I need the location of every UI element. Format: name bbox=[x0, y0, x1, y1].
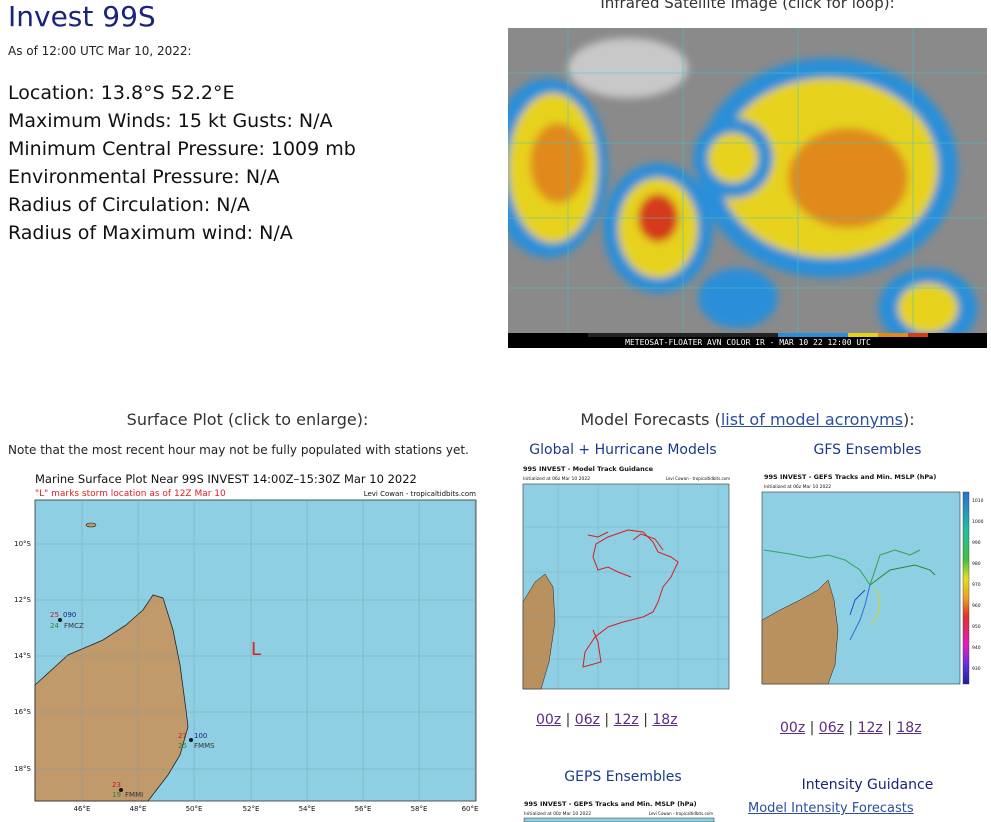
geps-ensembles-title: GEPS Ensembles bbox=[564, 769, 682, 785]
global-plot-title: 99S INVEST - Model Track Guidance bbox=[523, 465, 654, 473]
global-run-links: 00z | 06z | 12z | 18z bbox=[536, 712, 678, 728]
gfs-run-links: 00z | 06z | 12z | 18z bbox=[780, 720, 922, 736]
surface-plot-title: Marine Surface Plot Near 99S INVEST 14:0… bbox=[35, 472, 417, 486]
station-temp: 25 bbox=[50, 611, 59, 619]
run-link-18z[interactable]: 18z bbox=[896, 720, 922, 736]
storm-radius-max-wind: Radius of Maximum wind: N/A bbox=[8, 222, 293, 244]
lon-label: 58°E bbox=[411, 805, 428, 813]
gefs-scale-label: 930 bbox=[972, 666, 981, 672]
lat-label: 16°S bbox=[14, 708, 31, 716]
geps-plot-init: Initialized at 00z Mar 10 2022 bbox=[524, 811, 591, 817]
station-temp: 27 bbox=[178, 732, 187, 740]
station-dew: 24 bbox=[50, 622, 59, 630]
lat-label: 12°S bbox=[14, 596, 31, 604]
run-link-06z[interactable]: 06z bbox=[818, 720, 844, 736]
gefs-scale-label: 1000 bbox=[972, 519, 984, 525]
run-separator: | bbox=[604, 712, 610, 728]
storm-env-pressure: Environmental Pressure: N/A bbox=[8, 166, 280, 188]
station-pressure: 100 bbox=[194, 732, 207, 740]
satellite-image[interactable]: METEOSAT-FLOATER AVN COLOR IR - MAR 10 2… bbox=[508, 28, 987, 348]
surface-plot-credit: Levi Cowan - tropicaltidbits.com bbox=[364, 490, 476, 498]
gefs-scale-label: 1010 bbox=[972, 498, 984, 504]
global-models-title: Global + Hurricane Models bbox=[529, 442, 717, 458]
model-forecasts-heading-prefix: Model Forecasts ( bbox=[580, 410, 721, 429]
run-link-12z[interactable]: 12z bbox=[613, 712, 639, 728]
gefs-scale-label: 970 bbox=[972, 582, 981, 588]
run-separator: | bbox=[809, 720, 815, 736]
gefs-scale-label: 960 bbox=[972, 603, 981, 609]
madagascar-landmass bbox=[522, 573, 556, 690]
satellite-caption: METEOSAT-FLOATER AVN COLOR IR - MAR 10 2… bbox=[625, 338, 871, 347]
run-link-00z[interactable]: 00z bbox=[536, 712, 562, 728]
run-separator: | bbox=[565, 712, 571, 728]
geps-plot-credit: Levi Cowan - tropicaltidbits.com bbox=[649, 811, 713, 816]
gefs-scale-label: 980 bbox=[972, 561, 981, 567]
gefs-scale-label: 950 bbox=[972, 624, 981, 630]
storm-radius-circulation: Radius of Circulation: N/A bbox=[8, 194, 250, 216]
run-link-18z[interactable]: 18z bbox=[652, 712, 678, 728]
station-dew: 25 bbox=[178, 742, 187, 750]
gfs-ensembles-plot[interactable]: 99S INVEST - GEFS Tracks and Min. MSLP (… bbox=[750, 470, 988, 690]
satellite-heading: Infrared Satellite Image (click for loop… bbox=[600, 0, 895, 12]
lon-label: 56°E bbox=[355, 805, 372, 813]
gfs-plot-title: 99S INVEST - GEFS Tracks and Min. MSLP (… bbox=[764, 473, 936, 481]
run-link-00z[interactable]: 00z bbox=[780, 720, 806, 736]
gefs-scale-label: 940 bbox=[972, 645, 981, 651]
station-id: FMMS bbox=[194, 742, 215, 750]
surface-note: Note that the most recent hour may not b… bbox=[8, 443, 469, 457]
lon-label: 60°E bbox=[462, 805, 479, 813]
station-id: FMMI bbox=[125, 791, 143, 799]
lon-label: 52°E bbox=[243, 805, 260, 813]
run-link-06z[interactable]: 06z bbox=[574, 712, 600, 728]
model-intensity-forecasts-link[interactable]: Model Intensity Forecasts bbox=[748, 801, 914, 816]
lon-label: 48°E bbox=[130, 805, 147, 813]
global-plot-credit: Levi Cowan - tropicaltidbits.com bbox=[666, 476, 730, 481]
storm-min-pressure: Minimum Central Pressure: 1009 mb bbox=[8, 138, 356, 160]
geps-ensembles-plot[interactable]: 99S INVEST - GEPS Tracks and Min. MSLP (… bbox=[518, 797, 718, 822]
surface-plot-image[interactable]: Marine Surface Plot Near 99S INVEST 14:0… bbox=[8, 465, 488, 822]
lon-label: 46°E bbox=[74, 805, 91, 813]
storm-max-winds: Maximum Winds: 15 kt Gusts: N/A bbox=[8, 110, 333, 132]
storm-location-marker: L bbox=[251, 639, 261, 660]
gfs-plot-init: Initialized at 06z Mar 10 2022 bbox=[764, 484, 831, 490]
as-of-timestamp: As of 12:00 UTC Mar 10, 2022: bbox=[8, 44, 192, 58]
lat-label: 18°S bbox=[14, 765, 31, 773]
surface-plot-subtitle: "L" marks storm location as of 12Z Mar 1… bbox=[35, 489, 226, 499]
global-plot-init: Initialized at 06z Mar 10 2022 bbox=[523, 476, 590, 482]
lon-label: 50°E bbox=[186, 805, 203, 813]
model-forecasts-heading: Model Forecasts (list of model acronyms)… bbox=[508, 410, 987, 429]
station-pressure: 090 bbox=[63, 611, 76, 619]
page-title: Invest 99S bbox=[8, 0, 156, 33]
run-separator: | bbox=[643, 712, 648, 728]
madagascar-landmass bbox=[34, 594, 189, 802]
station-id: FMCZ bbox=[64, 622, 84, 630]
gefs-scale-label: 990 bbox=[972, 540, 981, 546]
geps-plot-title: 99S INVEST - GEPS Tracks and Min. MSLP (… bbox=[524, 800, 697, 808]
model-forecasts-heading-suffix: ): bbox=[903, 410, 915, 429]
lon-label: 54°E bbox=[299, 805, 316, 813]
lat-label: 14°S bbox=[14, 652, 31, 660]
lat-label: 10°S bbox=[14, 540, 31, 548]
run-link-12z[interactable]: 12z bbox=[857, 720, 883, 736]
intensity-guidance-title: Intensity Guidance bbox=[801, 777, 934, 793]
model-acronyms-link[interactable]: list of model acronyms bbox=[720, 410, 903, 429]
station-dew: 19 bbox=[112, 791, 121, 799]
surface-heading: Surface Plot (click to enlarge): bbox=[126, 410, 369, 429]
station-temp: 23 bbox=[112, 781, 121, 789]
global-models-plot[interactable]: 99S INVEST - Model Track Guidance Initia… bbox=[513, 462, 735, 697]
run-separator: | bbox=[887, 720, 892, 736]
storm-location: Location: 13.8°S 52.2°E bbox=[8, 82, 235, 104]
run-separator: | bbox=[848, 720, 854, 736]
gfs-ensembles-title: GFS Ensembles bbox=[813, 442, 922, 458]
madagascar-landmass bbox=[761, 579, 839, 685]
